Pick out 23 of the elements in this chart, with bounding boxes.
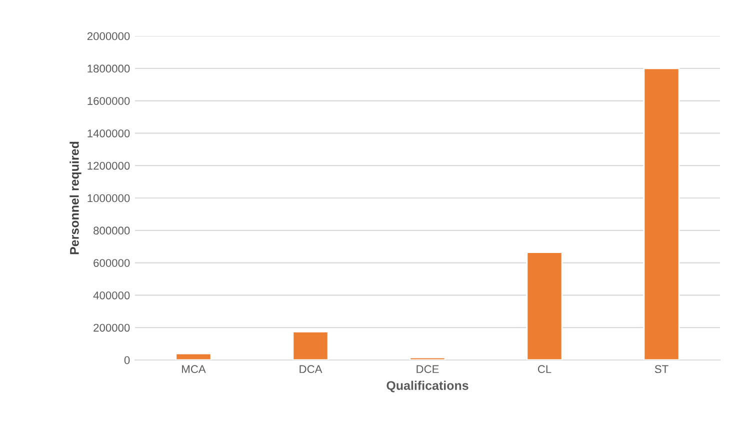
x-tick-label: CL [538,365,552,374]
y-tick-label: 1800000 [88,64,130,73]
y-tick-label: 1000000 [88,194,130,202]
x-tick-label: ST [654,365,668,374]
y-axis-title: Personnel required [70,142,82,254]
y-tick-label: 1600000 [88,97,130,105]
y-tick-label: 200000 [94,324,130,332]
y-tick-label: 0 [124,356,130,364]
bar [526,252,563,360]
bar [643,68,680,360]
bar [175,352,212,360]
y-tick-label: 2000000 [87,32,130,40]
bar [409,356,446,360]
y-tick-label: 1400000 [88,129,130,138]
x-tick-label: DCE [416,365,439,374]
x-tick-label: DCA [300,365,322,374]
x-axis-title: Qualifications [386,380,468,392]
y-tick-label: 1200000 [88,162,130,170]
x-tick-label: MCA [182,365,206,374]
y-tick-label: 400000 [93,291,130,300]
y-tick-label: 800000 [94,226,130,235]
bar [292,330,329,360]
y-tick-label: 600000 [94,259,130,267]
